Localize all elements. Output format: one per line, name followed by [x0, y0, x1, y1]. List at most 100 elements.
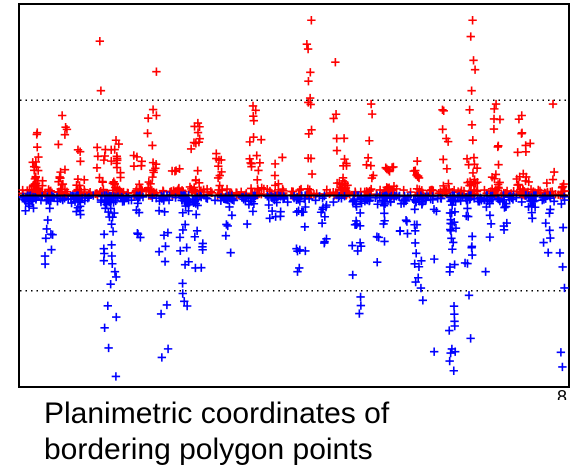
point-s1-c17-2	[410, 259, 419, 269]
point-s0-c25-16	[524, 177, 533, 187]
point-s0-c13-0	[278, 153, 287, 162]
point-s1-c4-1	[112, 312, 121, 322]
point-s0-c17-15	[334, 178, 344, 188]
point-s1-band-192	[428, 195, 438, 205]
point-s1-c19-27	[445, 208, 455, 218]
point-s1-c9-2	[223, 221, 232, 231]
point-s0-c1-7	[60, 165, 70, 174]
scatter-chart: 8	[18, 3, 570, 400]
point-s1-c7-7	[178, 208, 187, 217]
point-s0-c26-3	[549, 167, 559, 177]
point-s0-c4-0	[96, 86, 106, 95]
point-s1-c4-3	[108, 213, 117, 222]
point-s1-c8-9	[197, 263, 206, 272]
point-s0-c13-7	[271, 181, 280, 190]
point-s0-c17-19	[342, 161, 351, 170]
point-s1-c22-7	[499, 221, 509, 231]
point-s1-c1-5	[41, 234, 51, 243]
point-s1-c0-7	[29, 203, 38, 213]
point-s1-c24-6	[545, 208, 554, 218]
point-s1-c8-10	[198, 239, 207, 248]
point-s1-c16-1	[401, 215, 411, 225]
point-s1-c15-5	[380, 216, 389, 225]
point-s0-c23-11	[465, 105, 474, 114]
point-s1-c12-15	[300, 222, 310, 232]
point-s1-c19-0	[449, 366, 458, 375]
point-s1-c18-0	[429, 347, 439, 356]
point-s1-c19-12	[445, 356, 454, 366]
point-s1-c16-3	[402, 217, 412, 226]
point-s1-c20-4	[468, 250, 477, 260]
point-s1-c24-4	[545, 226, 554, 235]
point-s1-c14-0	[355, 309, 364, 318]
point-s1-c9-8	[227, 211, 237, 220]
point-s1-band-97	[453, 193, 462, 202]
point-s1-band-169	[102, 196, 111, 205]
point-s1-c17-0	[418, 296, 428, 305]
point-s1-c3-8	[103, 301, 113, 311]
point-s0-c20-10	[413, 171, 423, 181]
point-s1-band-98	[487, 195, 497, 204]
point-s0-c12-22	[253, 175, 262, 185]
point-s1-c17-6	[414, 262, 424, 271]
point-s0-c22-8	[466, 32, 475, 41]
point-s1-c25-5	[555, 248, 565, 258]
point-s1-c0-0	[21, 206, 30, 215]
point-s1-c4-0	[111, 372, 121, 381]
point-s1-c12-10	[301, 246, 310, 256]
point-s0-c4-6	[99, 155, 109, 165]
point-s0-c14-11	[302, 39, 312, 49]
point-s1-c19-16	[449, 302, 459, 311]
point-s1-band-108	[239, 195, 248, 204]
point-s0-c26-5	[548, 175, 558, 184]
point-s1-c19-15	[450, 317, 459, 326]
point-s0-c14-0	[307, 16, 316, 25]
point-s0-band-143	[174, 184, 183, 194]
point-s0-band-178	[45, 187, 54, 196]
point-s1-c12-12	[295, 263, 304, 273]
point-s0-c5-11	[110, 145, 119, 154]
point-s1-band-65	[246, 196, 255, 206]
point-s1-c3-7	[107, 251, 117, 261]
point-s1-c2-13	[72, 207, 81, 216]
point-s1-c14-21	[348, 270, 357, 280]
point-s1-c14-6	[348, 241, 357, 250]
point-s0-c16-2	[331, 110, 341, 119]
point-s1-band-214	[124, 196, 133, 205]
point-s1-band-219	[400, 196, 410, 205]
point-s0-c0-11	[32, 130, 41, 139]
point-s1-c7-24	[176, 246, 185, 255]
point-s0-c10-11	[193, 166, 202, 175]
point-s0-c8-13	[148, 158, 158, 167]
point-s1-c19-7	[449, 238, 458, 247]
point-s0-c6-12	[137, 157, 146, 166]
point-s1-c5-10	[133, 199, 142, 208]
point-s1-c6-0	[157, 353, 167, 362]
point-s1-c6-14	[163, 228, 173, 237]
point-s1-band-204	[44, 195, 53, 205]
point-s1-c19-32	[450, 207, 460, 217]
point-s0-c7-3	[148, 105, 158, 114]
point-s0-c23-23	[465, 177, 475, 186]
point-s0-c18-7	[362, 160, 371, 170]
point-s0-c16-3	[332, 146, 342, 155]
point-s1-c17-15	[410, 205, 419, 214]
figure-caption: Planimetric coordinates of bordering pol…	[44, 396, 564, 468]
point-s1-c21-7	[486, 219, 496, 228]
point-s1-c24-0	[543, 248, 553, 257]
point-s0-c13-9	[270, 159, 280, 169]
point-s0-c2-13	[76, 157, 85, 166]
point-s0-c16-5	[329, 114, 338, 123]
point-s1-c6-10	[161, 242, 170, 251]
point-s1-c20-13	[464, 212, 473, 221]
point-s0-c18-5	[366, 161, 376, 170]
point-s1-band-173	[505, 195, 514, 204]
point-s1-c15-8	[379, 201, 389, 210]
point-s0-c23-0	[467, 86, 476, 95]
point-s0-c1-0	[57, 111, 67, 120]
point-s1-c13-1	[317, 219, 327, 228]
point-s0-c4-1	[93, 143, 102, 152]
point-s1-c6-8	[156, 309, 166, 319]
point-s1-c7-14	[175, 233, 185, 242]
